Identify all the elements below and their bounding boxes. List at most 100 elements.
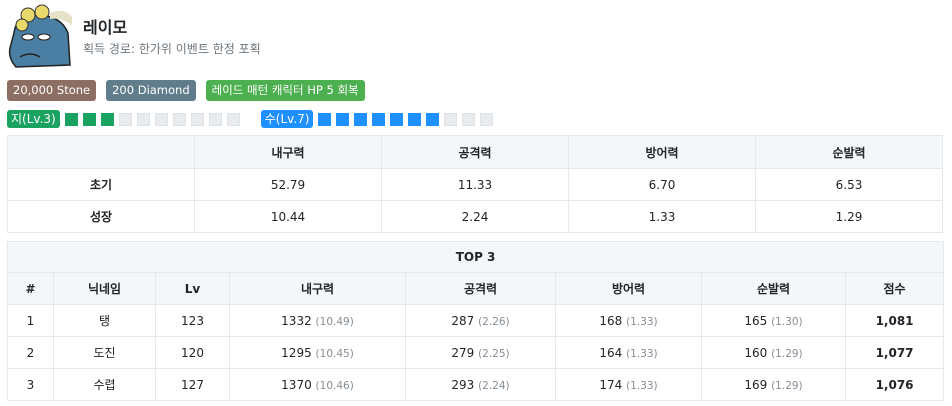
cell-def: 168 (1.33) <box>555 304 702 337</box>
top3-header: Lv <box>155 272 230 305</box>
top3-header: 공격력 <box>405 272 556 305</box>
growth-value: (1.30) <box>771 315 803 328</box>
stats-cell: 52.79 <box>194 168 382 201</box>
top3-header: # <box>7 272 54 305</box>
stats-table: 내구력 공격력 방어력 순발력 초기 52.79 11.33 6.70 6.53 성장 10.44… <box>7 135 943 233</box>
stat-value: 1370 <box>281 377 312 392</box>
cell-def: 174 (1.33) <box>555 368 702 401</box>
cost-badge: 20,000 Stone <box>7 80 97 101</box>
cell-score: 1,076 <box>844 368 945 401</box>
table-row: 2 도진 120 1295 (10.45) 279 (2.25) 164 (1.33) 16… <box>7 336 945 369</box>
growth-value: (1.33) <box>626 379 658 392</box>
stats-cell: 성장 <box>7 200 195 233</box>
cell-name: 수렵 <box>53 368 156 401</box>
top3-header: 순발력 <box>701 272 846 305</box>
element-level-square <box>226 112 240 126</box>
cell-def: 164 (1.33) <box>555 336 702 369</box>
table-row: 1 탱 123 1332 (10.49) 287 (2.26) 168 (1.33) 165… <box>7 304 945 337</box>
blue-dinosaur-avatar <box>6 3 72 69</box>
cell-lv: 120 <box>155 336 230 369</box>
element-level-square <box>82 112 96 126</box>
growth-value: (1.29) <box>771 347 803 360</box>
cost-badge: 200 Diamond <box>106 80 196 101</box>
stat-value: 293 <box>451 377 475 392</box>
stat-value: 169 <box>744 377 768 392</box>
element-level-square <box>172 112 186 126</box>
cell-rank: 3 <box>7 368 54 401</box>
cost-badge: 레이드 매턴 캐릭터 HP 5 회복 <box>205 80 365 101</box>
cell-name: 탱 <box>53 304 156 337</box>
stats-cell: 초기 <box>7 168 195 201</box>
cell-score: 1,081 <box>844 304 945 337</box>
element-level-square <box>190 112 204 126</box>
element-badge: 수(Lv.7) <box>260 110 314 128</box>
growth-value: (10.46) <box>315 379 354 392</box>
top3-header: 점수 <box>844 272 945 305</box>
element-level-square <box>462 112 476 126</box>
acquisition-source: 획득 경로: 한가위 이벤트 한정 포획 <box>83 42 261 56</box>
top3-header: 방어력 <box>555 272 702 305</box>
element-level-square <box>154 112 168 126</box>
cell-lv: 123 <box>155 304 230 337</box>
element-level-square <box>480 112 494 126</box>
stat-value: 1332 <box>281 313 312 328</box>
element-level-square <box>118 112 132 126</box>
top3-header: 내구력 <box>229 272 406 305</box>
element-level-square <box>408 112 422 126</box>
growth-value: (10.49) <box>315 315 354 328</box>
element-level-square <box>354 112 368 126</box>
cell-atk: 279 (2.25) <box>405 336 556 369</box>
growth-value: (2.26) <box>478 315 510 328</box>
stat-value: 165 <box>744 313 768 328</box>
element-level-square <box>444 112 458 126</box>
cell-rank: 1 <box>7 304 54 337</box>
element-level-square <box>390 112 404 126</box>
cell-atk: 287 (2.26) <box>405 304 556 337</box>
growth-value: (1.33) <box>626 347 658 360</box>
top3-header: 닉네임 <box>53 272 156 305</box>
stats-cell: 11.33 <box>381 168 569 201</box>
stats-cell: 6.70 <box>568 168 756 201</box>
element-badge: 지(Lv.3) <box>7 110 60 128</box>
stats-header: 공격력 <box>381 135 569 169</box>
stat-value: 1295 <box>281 345 312 360</box>
top3-title: TOP 3 <box>6 241 945 273</box>
cell-rank: 2 <box>7 336 54 369</box>
element-level-square <box>100 112 114 126</box>
character-name: 레이모 <box>83 18 128 37</box>
stats-header: 순발력 <box>755 135 943 169</box>
cell-spd: 169 (1.29) <box>701 368 846 401</box>
growth-value: (1.33) <box>626 315 658 328</box>
stat-value: 287 <box>451 313 475 328</box>
stat-value: 168 <box>599 313 623 328</box>
growth-value: (10.45) <box>315 347 354 360</box>
cell-atk: 293 (2.24) <box>405 368 556 401</box>
element-level-square <box>136 112 150 126</box>
stat-value: 160 <box>744 345 768 360</box>
element-level-square <box>336 112 350 126</box>
stat-value: 279 <box>451 345 475 360</box>
table-row: 성장 10.44 2.24 1.33 1.29 <box>7 200 943 233</box>
cell-lv: 127 <box>155 368 230 401</box>
stats-cell: 1.29 <box>755 200 943 233</box>
cell-score: 1,077 <box>844 336 945 369</box>
stats-header: 방어력 <box>568 135 756 169</box>
cell-spd: 160 (1.29) <box>701 336 846 369</box>
element-level-square <box>426 112 440 126</box>
stats-header: 내구력 <box>194 135 382 169</box>
growth-value: (2.24) <box>478 379 510 392</box>
cell-name: 도진 <box>53 336 156 369</box>
growth-value: (2.25) <box>478 347 510 360</box>
cell-spd: 165 (1.30) <box>701 304 846 337</box>
stats-cell: 10.44 <box>194 200 382 233</box>
growth-value: (1.29) <box>771 379 803 392</box>
element-level-square <box>318 112 332 126</box>
cell-hp: 1295 (10.45) <box>229 336 406 369</box>
stat-value: 174 <box>599 377 623 392</box>
element-level-square <box>372 112 386 126</box>
stat-value: 164 <box>599 345 623 360</box>
stats-cell: 6.53 <box>755 168 943 201</box>
stats-cell: 1.33 <box>568 200 756 233</box>
cell-hp: 1370 (10.46) <box>229 368 406 401</box>
element-level-square <box>64 112 78 126</box>
